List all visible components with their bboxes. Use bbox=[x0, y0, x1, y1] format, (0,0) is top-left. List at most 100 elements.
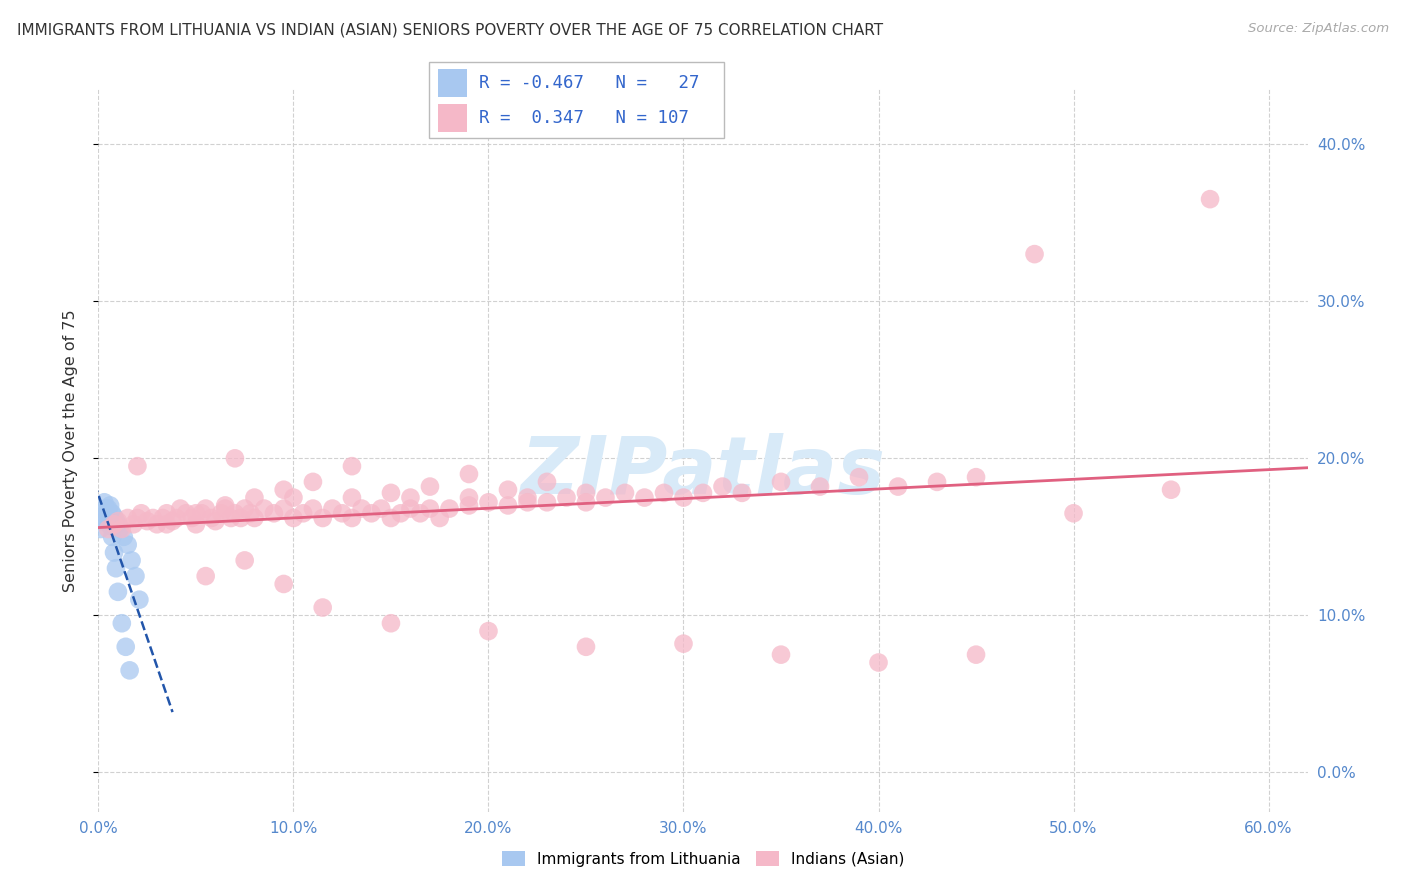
Point bbox=[711, 480, 734, 494]
Point bbox=[389, 506, 412, 520]
Point bbox=[848, 470, 870, 484]
Point bbox=[536, 495, 558, 509]
Point bbox=[575, 486, 598, 500]
Point bbox=[340, 459, 363, 474]
Point bbox=[965, 470, 987, 484]
Point bbox=[96, 506, 118, 520]
Point bbox=[219, 511, 242, 525]
Point bbox=[808, 480, 831, 494]
Point bbox=[194, 569, 217, 583]
Point bbox=[181, 511, 204, 525]
Point bbox=[595, 491, 617, 505]
Point bbox=[283, 491, 305, 505]
Point bbox=[233, 553, 256, 567]
Point bbox=[93, 511, 115, 525]
Point bbox=[229, 511, 252, 525]
Point bbox=[224, 506, 246, 520]
Point bbox=[174, 506, 197, 520]
Point bbox=[409, 506, 432, 520]
Point bbox=[103, 545, 125, 559]
Point bbox=[101, 506, 124, 520]
Point bbox=[273, 501, 295, 516]
Text: R =  0.347   N = 107: R = 0.347 N = 107 bbox=[479, 109, 689, 128]
Point bbox=[214, 499, 236, 513]
Y-axis label: Seniors Poverty Over the Age of 75: Seniors Poverty Over the Age of 75 bbox=[63, 310, 77, 591]
Point bbox=[131, 506, 153, 520]
Point bbox=[1160, 483, 1182, 497]
Point bbox=[128, 592, 150, 607]
Point bbox=[419, 480, 441, 494]
Point bbox=[575, 495, 598, 509]
Point bbox=[162, 514, 184, 528]
Point bbox=[204, 514, 226, 528]
Legend: Immigrants from Lithuania, Indians (Asian): Immigrants from Lithuania, Indians (Asia… bbox=[495, 845, 911, 872]
Point bbox=[127, 459, 149, 474]
Point bbox=[692, 486, 714, 500]
Point bbox=[108, 522, 131, 536]
Point bbox=[184, 517, 207, 532]
Point bbox=[104, 514, 127, 528]
Point bbox=[107, 584, 129, 599]
Bar bbox=[437, 104, 467, 132]
Point bbox=[380, 616, 402, 631]
Bar bbox=[437, 69, 467, 96]
Point bbox=[516, 495, 538, 509]
Point bbox=[1063, 506, 1085, 520]
Point bbox=[243, 511, 266, 525]
Point bbox=[142, 511, 165, 525]
Point bbox=[496, 499, 519, 513]
Point bbox=[399, 491, 422, 505]
Point bbox=[121, 553, 143, 567]
Point bbox=[101, 530, 124, 544]
Point bbox=[118, 664, 141, 678]
Point bbox=[89, 522, 111, 536]
Point bbox=[127, 511, 149, 525]
FancyBboxPatch shape bbox=[429, 62, 724, 138]
Point bbox=[614, 486, 637, 500]
Point bbox=[156, 506, 179, 520]
Point bbox=[117, 511, 139, 525]
Point bbox=[111, 522, 134, 536]
Point bbox=[652, 486, 675, 500]
Point bbox=[209, 506, 232, 520]
Point bbox=[283, 511, 305, 525]
Point bbox=[419, 501, 441, 516]
Point bbox=[458, 491, 481, 505]
Point bbox=[330, 506, 353, 520]
Point bbox=[672, 491, 695, 505]
Point bbox=[93, 495, 115, 509]
Point bbox=[103, 509, 125, 524]
Point bbox=[458, 467, 481, 481]
Point bbox=[633, 491, 655, 505]
Point bbox=[477, 624, 499, 639]
Point bbox=[887, 480, 910, 494]
Point bbox=[340, 491, 363, 505]
Point bbox=[360, 506, 382, 520]
Point bbox=[156, 517, 179, 532]
Text: R = -0.467   N =   27: R = -0.467 N = 27 bbox=[479, 73, 700, 92]
Point bbox=[350, 501, 373, 516]
Text: IMMIGRANTS FROM LITHUANIA VS INDIAN (ASIAN) SENIORS POVERTY OVER THE AGE OF 75 C: IMMIGRANTS FROM LITHUANIA VS INDIAN (ASI… bbox=[17, 22, 883, 37]
Point bbox=[136, 514, 159, 528]
Point bbox=[97, 522, 120, 536]
Point bbox=[98, 519, 121, 533]
Point bbox=[868, 656, 890, 670]
Point bbox=[273, 577, 295, 591]
Text: Source: ZipAtlas.com: Source: ZipAtlas.com bbox=[1249, 22, 1389, 36]
Point bbox=[1199, 192, 1222, 206]
Point bbox=[496, 483, 519, 497]
Point bbox=[111, 616, 134, 631]
Point bbox=[273, 483, 295, 497]
Point bbox=[107, 517, 129, 532]
Point bbox=[152, 511, 174, 525]
Point bbox=[302, 501, 325, 516]
Point bbox=[312, 511, 335, 525]
Point bbox=[555, 491, 578, 505]
Point bbox=[96, 501, 118, 516]
Point bbox=[233, 501, 256, 516]
Point bbox=[239, 506, 262, 520]
Point bbox=[107, 514, 129, 528]
Point bbox=[103, 517, 125, 532]
Point bbox=[122, 517, 145, 532]
Point bbox=[117, 538, 139, 552]
